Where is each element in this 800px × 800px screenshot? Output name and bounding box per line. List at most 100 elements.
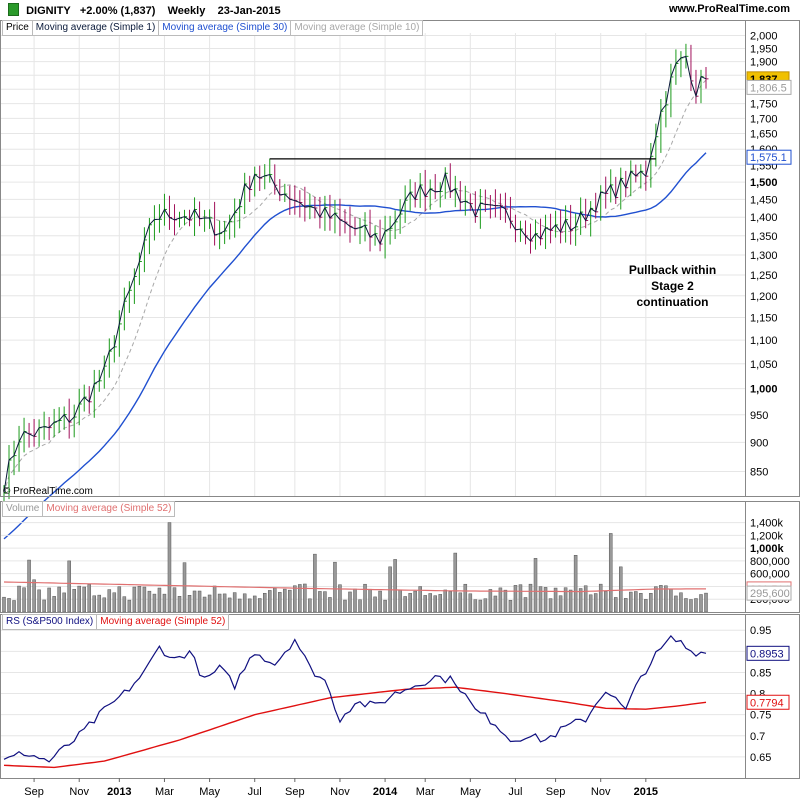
volume-badge-bg bbox=[746, 585, 792, 601]
price-tick-label: 1,200 bbox=[750, 291, 778, 303]
volume-bar bbox=[588, 594, 593, 613]
volume-bar bbox=[157, 587, 162, 613]
x-tick-label: Mar bbox=[416, 786, 435, 798]
x-tick-label: Nov bbox=[330, 786, 350, 798]
rs-badge-label: 0.7794 bbox=[750, 697, 784, 709]
volume-bar bbox=[278, 592, 282, 613]
volume-bar bbox=[202, 596, 207, 613]
volume-bar bbox=[62, 592, 66, 613]
x-tick-label: Sep bbox=[546, 786, 566, 798]
volume-bar bbox=[42, 599, 46, 613]
volume-bar bbox=[212, 585, 217, 613]
volume-tick-label: 800,000 bbox=[750, 556, 790, 568]
ma10-line bbox=[3, 79, 707, 493]
volume-bar bbox=[72, 588, 76, 613]
volume-bar bbox=[393, 559, 397, 613]
volume-bar bbox=[353, 588, 357, 613]
chart-date: 23-Jan-2015 bbox=[217, 5, 281, 17]
volume-bar bbox=[523, 597, 528, 613]
volume-bar bbox=[293, 585, 297, 613]
price-tick-label: 1,300 bbox=[750, 250, 778, 262]
volume-bar bbox=[242, 593, 247, 613]
volume-bar bbox=[634, 591, 638, 613]
x-tick-label: Nov bbox=[591, 786, 611, 798]
volume-bar bbox=[573, 555, 578, 613]
legend-price[interactable]: Price bbox=[2, 20, 33, 36]
legend-rs-ma[interactable]: Moving average (Simple 52) bbox=[96, 614, 230, 630]
volume-bar bbox=[383, 599, 387, 613]
volume-tick-label: 600,000 bbox=[750, 569, 790, 581]
volume-bar bbox=[92, 595, 97, 613]
volume-bar bbox=[318, 591, 322, 613]
header-left: DIGNITY +2.00% (1,837) Weekly 23-Jan-201… bbox=[8, 3, 281, 17]
x-tick-label: Jul bbox=[508, 786, 522, 798]
volume-bar bbox=[583, 585, 588, 613]
volume-bar bbox=[192, 590, 197, 613]
rs-badge-bg bbox=[746, 694, 790, 710]
rs-line bbox=[3, 634, 707, 763]
volume-bar bbox=[87, 584, 91, 613]
volume-bar bbox=[413, 590, 417, 613]
rs-tick-label: 0.85 bbox=[750, 667, 771, 679]
volume-bar bbox=[528, 583, 533, 613]
volume-bar bbox=[674, 595, 678, 613]
annotation-line: continuation bbox=[636, 295, 709, 309]
legend-ma1[interactable]: Moving average (Simple 1) bbox=[31, 20, 160, 36]
price-badge-label: 1,806.5 bbox=[750, 82, 787, 94]
volume-bar bbox=[458, 592, 463, 613]
volume-bar bbox=[558, 595, 563, 613]
volume-bar bbox=[12, 600, 16, 613]
volume-bar bbox=[343, 599, 347, 613]
volume-bar bbox=[32, 579, 36, 613]
legend-volume-ma[interactable]: Moving average (Simple 52) bbox=[42, 501, 176, 517]
price-change: +2.00% (1,837) bbox=[79, 5, 156, 17]
volume-bar bbox=[107, 589, 112, 613]
candle-icon bbox=[8, 3, 19, 16]
volume-bar bbox=[117, 586, 122, 613]
source-url[interactable]: www.ProRealTime.com bbox=[668, 3, 790, 15]
volume-bar bbox=[323, 591, 327, 613]
volume-bar bbox=[187, 595, 192, 613]
copyright: © ProRealTime.com bbox=[3, 486, 93, 497]
volume-bar bbox=[162, 593, 167, 613]
volume-ma-line bbox=[3, 581, 706, 593]
volume-bar bbox=[47, 587, 51, 613]
volume-bar bbox=[373, 596, 377, 613]
volume-bar bbox=[288, 589, 292, 613]
volume-bar bbox=[222, 593, 227, 613]
x-tick-label: 2015 bbox=[634, 786, 658, 798]
price-tick-label: 1,250 bbox=[750, 270, 778, 282]
volume-bar bbox=[207, 594, 212, 613]
volume-bar bbox=[508, 600, 513, 613]
price-tick-label: 1,500 bbox=[750, 177, 778, 189]
volume-bar bbox=[257, 598, 262, 613]
volume-bar bbox=[167, 522, 172, 613]
volume-bar bbox=[598, 583, 603, 613]
volume-legend: Volume Moving average (Simple 52) bbox=[2, 501, 176, 517]
volume-bar bbox=[503, 589, 508, 613]
price-badge-bg bbox=[746, 79, 792, 95]
volume-bar bbox=[132, 586, 137, 613]
volume-bar bbox=[2, 596, 6, 613]
legend-ma30[interactable]: Moving average (Simple 30) bbox=[158, 20, 292, 36]
volume-bar bbox=[142, 586, 147, 613]
volume-bar bbox=[37, 589, 41, 613]
volume-bar bbox=[619, 566, 623, 613]
volume-bar bbox=[358, 599, 362, 613]
volume-bar bbox=[398, 589, 402, 613]
volume-tick-label: 1,000k bbox=[750, 543, 785, 555]
ma30-line bbox=[3, 152, 707, 540]
legend-volume[interactable]: Volume bbox=[2, 501, 44, 517]
volume-bar bbox=[57, 586, 61, 613]
volume-bar bbox=[483, 598, 488, 613]
legend-ma10[interactable]: Moving average (Simple 10) bbox=[290, 20, 424, 36]
volume-bar bbox=[453, 552, 458, 613]
legend-rs[interactable]: RS (S&P500 Index) bbox=[2, 614, 98, 630]
price-tick-label: 2,000 bbox=[750, 31, 778, 43]
volume-bar bbox=[97, 594, 102, 613]
volume-bar bbox=[273, 587, 277, 613]
volume-bar bbox=[77, 585, 81, 613]
chart-header: DIGNITY +2.00% (1,837) Weekly 23-Jan-201… bbox=[0, 0, 800, 20]
price-tick-label: 950 bbox=[750, 410, 768, 422]
